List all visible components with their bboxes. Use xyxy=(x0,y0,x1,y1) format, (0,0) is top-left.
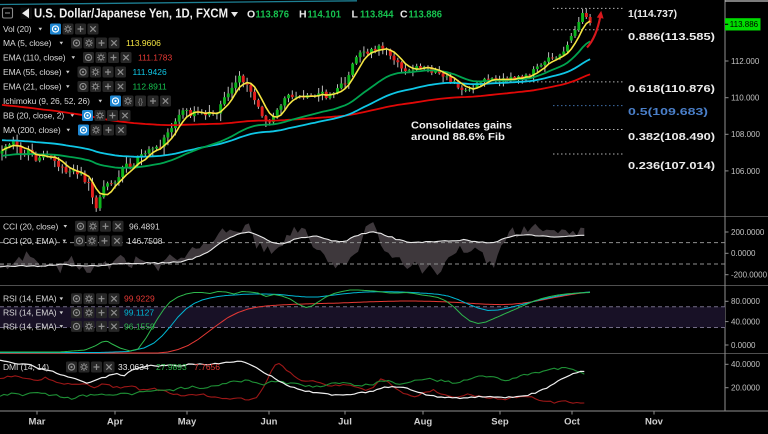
svg-text:111.1783: 111.1783 xyxy=(138,53,172,63)
svg-text:BB (20, close, 2): BB (20, close, 2) xyxy=(3,111,64,121)
svg-text:114.101: 114.101 xyxy=(308,8,342,20)
svg-text:113.876: 113.876 xyxy=(256,8,290,20)
svg-text:111.9426: 111.9426 xyxy=(133,67,167,77)
svg-text:113.886: 113.886 xyxy=(730,20,759,29)
svg-text:RSI (14, EMA): RSI (14, EMA) xyxy=(3,321,57,331)
svg-text:O: O xyxy=(247,8,255,20)
svg-text:0.236(107.014): 0.236(107.014) xyxy=(628,160,715,172)
svg-text:0.886(113.585): 0.886(113.585) xyxy=(628,31,715,43)
svg-text:146.7508: 146.7508 xyxy=(127,236,163,246)
svg-text:MA (5, close): MA (5, close) xyxy=(3,38,52,48)
svg-text:L: L xyxy=(352,8,359,20)
svg-text:EMA (55, close): EMA (55, close) xyxy=(3,67,62,77)
svg-text:113.9606: 113.9606 xyxy=(126,38,161,48)
svg-text:May: May xyxy=(178,417,197,428)
svg-text:112.8911: 112.8911 xyxy=(133,82,167,92)
svg-text:C: C xyxy=(400,8,408,20)
svg-text:U.S. Dollar/Japanese Yen, 1D,: U.S. Dollar/Japanese Yen, 1D, FXCM xyxy=(34,7,228,21)
svg-text:Jul: Jul xyxy=(338,417,352,428)
svg-text:113.844: 113.844 xyxy=(360,8,394,20)
svg-text:20.0000: 20.0000 xyxy=(731,384,760,393)
svg-text:96.1559: 96.1559 xyxy=(124,321,155,331)
svg-text:0.618(110.876): 0.618(110.876) xyxy=(628,83,715,95)
svg-text:Mar: Mar xyxy=(29,417,46,428)
svg-text:99.1127: 99.1127 xyxy=(124,308,154,318)
svg-text:0.0000: 0.0000 xyxy=(731,341,756,350)
svg-text:Ichimoku (9, 26, 52, 26): Ichimoku (9, 26, 52, 26) xyxy=(3,96,90,106)
svg-text:113.886: 113.886 xyxy=(409,8,443,20)
svg-text:MA (200, close): MA (200, close) xyxy=(3,125,61,135)
svg-text:Nov: Nov xyxy=(645,417,664,428)
svg-text:1(114.737): 1(114.737) xyxy=(628,8,677,20)
svg-text:EMA (110, close): EMA (110, close) xyxy=(3,53,66,63)
svg-text:CCI (20, EMA): CCI (20, EMA) xyxy=(3,236,57,246)
svg-text:Oct: Oct xyxy=(564,417,581,428)
svg-text:96.4891: 96.4891 xyxy=(129,221,160,231)
svg-text:Apr: Apr xyxy=(107,417,124,428)
svg-text:0.5(109.683): 0.5(109.683) xyxy=(628,106,708,118)
svg-text:40.0000: 40.0000 xyxy=(731,360,760,369)
svg-text:7.7656: 7.7656 xyxy=(194,362,220,372)
svg-text:0.382(108.490): 0.382(108.490) xyxy=(628,131,715,143)
svg-text:80.0000: 80.0000 xyxy=(731,297,760,306)
svg-text:DMI (14, 14): DMI (14, 14) xyxy=(3,362,49,372)
svg-text:CCI (20, close): CCI (20, close) xyxy=(3,221,58,231)
svg-text:Vol (20): Vol (20) xyxy=(3,24,32,34)
svg-text:RSI (14, EMA): RSI (14, EMA) xyxy=(3,294,57,304)
svg-text:99.9229: 99.9229 xyxy=(124,294,155,304)
svg-text:106.000: 106.000 xyxy=(731,167,760,176)
svg-text:Consolidates gains: Consolidates gains xyxy=(411,121,512,132)
svg-text:EMA (21, close): EMA (21, close) xyxy=(3,82,62,92)
svg-text:RSI (14, EMA): RSI (14, EMA) xyxy=(3,308,57,318)
svg-text:40.0000: 40.0000 xyxy=(731,318,760,327)
svg-text:27.9893: 27.9893 xyxy=(156,362,187,372)
svg-text:around 88.6% Fib: around 88.6% Fib xyxy=(411,132,505,143)
svg-text:Aug: Aug xyxy=(414,417,433,428)
svg-text:H: H xyxy=(299,8,307,20)
svg-text:Sep: Sep xyxy=(491,417,509,428)
svg-text:33.0634: 33.0634 xyxy=(118,362,149,372)
svg-text:{}: {} xyxy=(138,97,144,106)
svg-text:-200.0000: -200.0000 xyxy=(731,271,768,280)
svg-text:108.000: 108.000 xyxy=(731,130,760,139)
svg-text:112.000: 112.000 xyxy=(731,57,760,66)
svg-text:110.000: 110.000 xyxy=(731,94,760,103)
svg-text:200.0000: 200.0000 xyxy=(731,228,765,237)
svg-text:Jun: Jun xyxy=(261,417,278,428)
svg-text:0.0000: 0.0000 xyxy=(731,249,756,258)
